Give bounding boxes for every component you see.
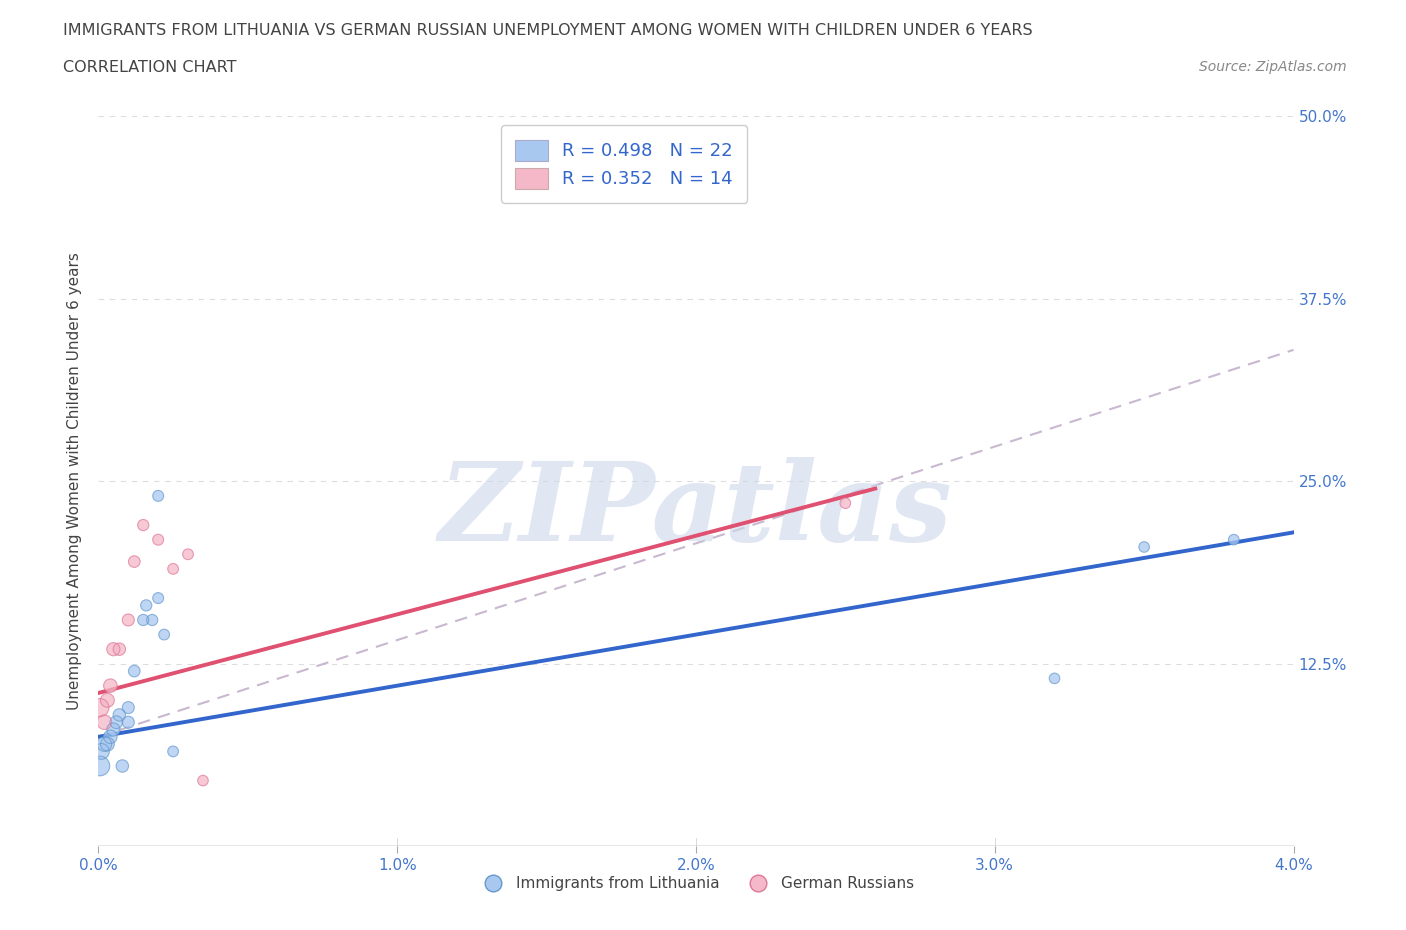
Point: [153, 627, 176, 642]
Point: [162, 562, 184, 577]
Y-axis label: Unemployment Among Women with Children Under 6 years: Unemployment Among Women with Children U…: [67, 252, 83, 711]
Text: IMMIGRANTS FROM LITHUANIA VS GERMAN RUSSIAN UNEMPLOYMENT AMONG WOMEN WITH CHILDR: IMMIGRANTS FROM LITHUANIA VS GERMAN RUSS…: [63, 23, 1033, 38]
Point: [96, 737, 118, 751]
Point: [93, 737, 115, 751]
Point: [148, 488, 170, 503]
Point: [135, 598, 157, 613]
Point: [148, 591, 170, 605]
Point: [89, 700, 111, 715]
Legend: Immigrants from Lithuania, German Russians: Immigrants from Lithuania, German Russia…: [472, 870, 920, 897]
Point: [148, 532, 170, 547]
Point: [124, 664, 146, 679]
Point: [162, 744, 184, 759]
Point: [98, 729, 122, 744]
Point: [103, 722, 125, 737]
Point: [93, 715, 115, 730]
Point: [90, 744, 112, 759]
Point: [117, 613, 139, 628]
Text: ZIPatlas: ZIPatlas: [439, 457, 953, 565]
Point: [96, 737, 118, 751]
Point: [1133, 539, 1156, 554]
Point: [1043, 671, 1066, 685]
Point: [93, 737, 115, 751]
Point: [141, 613, 163, 628]
Point: [177, 547, 200, 562]
Point: [148, 532, 170, 547]
Point: [834, 496, 856, 511]
Point: [191, 773, 214, 788]
Point: [117, 715, 139, 730]
Point: [124, 664, 146, 679]
Point: [153, 627, 176, 642]
Point: [834, 496, 856, 511]
Point: [162, 744, 184, 759]
Point: [111, 759, 134, 774]
Point: [124, 554, 146, 569]
Point: [93, 715, 115, 730]
Point: [108, 642, 131, 657]
Point: [1223, 532, 1246, 547]
Point: [108, 708, 131, 723]
Point: [162, 562, 184, 577]
Point: [1043, 671, 1066, 685]
Point: [1133, 539, 1156, 554]
Point: [132, 613, 155, 628]
Point: [148, 591, 170, 605]
Point: [103, 642, 125, 657]
Point: [96, 693, 118, 708]
Point: [141, 613, 163, 628]
Point: [108, 708, 131, 723]
Point: [135, 598, 157, 613]
Point: [132, 518, 155, 533]
Point: [105, 715, 128, 730]
Point: [98, 678, 122, 693]
Point: [90, 744, 112, 759]
Point: [89, 700, 111, 715]
Point: [89, 759, 111, 774]
Point: [117, 613, 139, 628]
Point: [117, 700, 139, 715]
Point: [98, 678, 122, 693]
Point: [96, 693, 118, 708]
Point: [1223, 532, 1246, 547]
Text: Source: ZipAtlas.com: Source: ZipAtlas.com: [1199, 60, 1347, 74]
Point: [103, 722, 125, 737]
Point: [177, 547, 200, 562]
Point: [111, 759, 134, 774]
Point: [89, 759, 111, 774]
Point: [103, 642, 125, 657]
Point: [132, 518, 155, 533]
Text: CORRELATION CHART: CORRELATION CHART: [63, 60, 236, 75]
Point: [132, 613, 155, 628]
Point: [117, 715, 139, 730]
Point: [148, 488, 170, 503]
Point: [105, 715, 128, 730]
Point: [98, 729, 122, 744]
Point: [117, 700, 139, 715]
Point: [108, 642, 131, 657]
Point: [124, 554, 146, 569]
Point: [191, 773, 214, 788]
